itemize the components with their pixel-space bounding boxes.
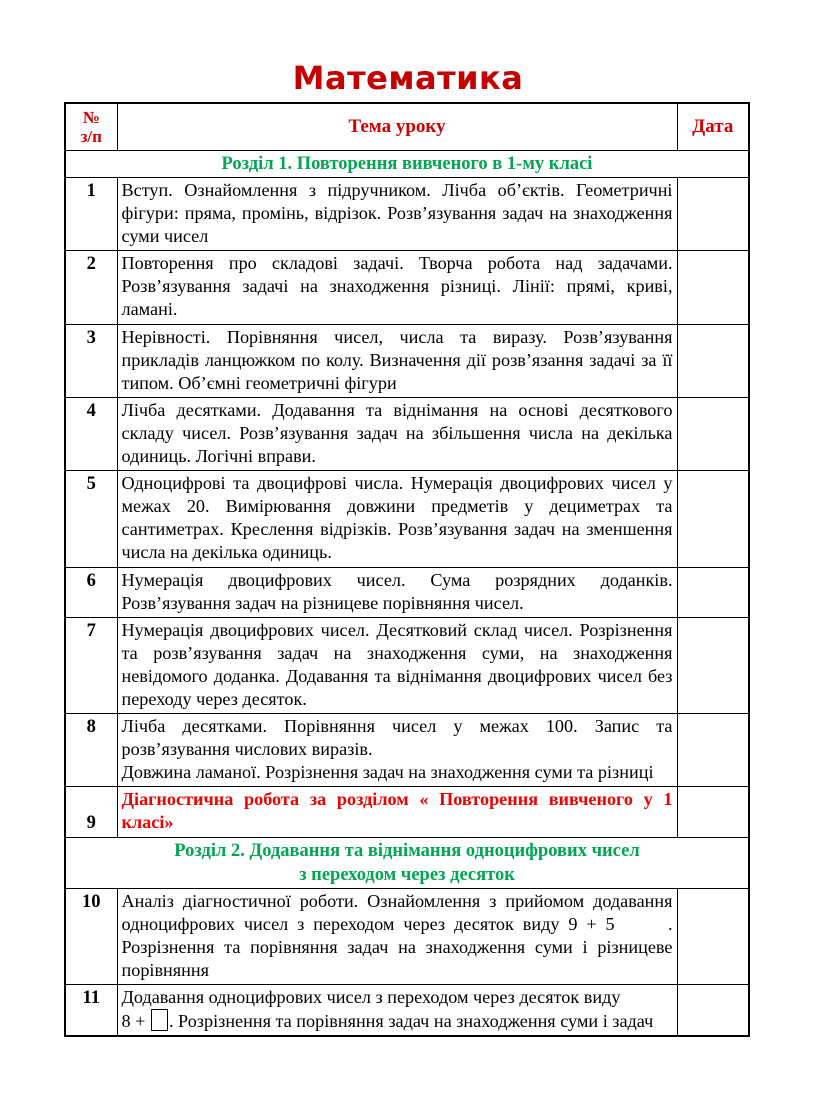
lesson-topic-line: 8 + . Розрізнення та порівняння задач на… <box>122 1009 673 1033</box>
date-cell <box>676 887 750 985</box>
lesson-number: 7 <box>64 616 118 715</box>
section-title: Розділ 1. Повторення вивченого в 1-му кл… <box>64 150 750 178</box>
lesson-topic-paragraph: Довжина ламаної. Розрізнення задач на зн… <box>121 762 654 783</box>
table-row: 4 Лічба десятками. Додавання та відніман… <box>64 396 750 472</box>
table-row: 8 Лічба десятками. Порівняння чисел у ме… <box>64 713 750 788</box>
empty-square-icon <box>150 1009 168 1031</box>
lesson-number: 2 <box>64 250 118 325</box>
table-row: 3 Нерівності. Порівняння чисел, числа та… <box>64 323 750 398</box>
lesson-number: 4 <box>64 396 118 472</box>
header-cell-date: Дата <box>676 102 750 151</box>
lesson-number: 5 <box>64 470 118 568</box>
header-cell-topic: Тема уроку <box>116 102 678 151</box>
header-cell-num: № з/п <box>64 102 118 151</box>
section-title-line2: з переходом через десяток <box>299 864 515 885</box>
table-header-row: № з/п Тема уроку Дата <box>64 102 750 151</box>
date-cell <box>676 470 750 568</box>
date-cell <box>676 983 750 1037</box>
lesson-number: 8 <box>64 713 118 788</box>
section-title: Розділ 2. Додавання та віднімання одноци… <box>64 836 750 889</box>
lesson-topic-paragraph: Лічба десятками. Порівняння чисел у межа… <box>121 716 673 760</box>
date-cell <box>676 566 750 618</box>
table-row: 1 Вступ. Ознайомлення з підручником. Ліч… <box>64 176 750 252</box>
lesson-topic: Вступ. Ознайомлення з підручником. Лічба… <box>116 176 678 252</box>
lesson-topic: Лічба десятками. Порівняння чисел у межа… <box>116 713 678 788</box>
lesson-topic-text: 8 + <box>121 1011 150 1031</box>
page-title: Математика <box>292 59 524 97</box>
lesson-number: 3 <box>64 323 118 398</box>
date-cell <box>676 616 750 715</box>
header-num-line2: з/п <box>80 127 102 146</box>
table-row: 5 Одноцифрові та двоцифрові числа. Нумер… <box>64 470 750 568</box>
date-cell <box>676 713 750 788</box>
lesson-topic: Аналіз діагностичної роботи. Ознайомленн… <box>116 887 678 985</box>
table-row: 7 Нумерація двоцифрових чисел. Десяткови… <box>64 616 750 715</box>
table-row: 6 Нумерація двоцифрових чисел. Сума розр… <box>64 566 750 618</box>
lesson-topic: Нумерація двоцифрових чисел. Сума розряд… <box>116 566 678 618</box>
lesson-plan-table: № з/п Тема уроку Дата Розділ 1. Повторен… <box>64 102 750 1038</box>
lesson-number: 6 <box>64 566 118 618</box>
lesson-topic: Одноцифрові та двоцифрові числа. Нумерац… <box>116 470 678 568</box>
header-num-line1: № <box>82 108 100 127</box>
lesson-number: 9 <box>64 786 118 838</box>
lesson-number: 1 <box>64 176 118 252</box>
table-row: 2 Повторення про складові задачі. Творча… <box>64 250 750 325</box>
lesson-topic: Повторення про складові задачі. Творча р… <box>116 250 678 325</box>
lesson-number: 10 <box>64 887 118 985</box>
date-cell <box>676 250 750 325</box>
table-row-diagnostic: 9 Діагностична робота за розділом « Повт… <box>64 786 750 838</box>
section-row-1: Розділ 1. Повторення вивченого в 1-му кл… <box>64 150 750 178</box>
date-cell <box>676 786 750 838</box>
section-title-line1: Розділ 2. Додавання та віднімання одноци… <box>174 840 640 861</box>
date-cell <box>676 323 750 398</box>
date-cell <box>676 396 750 472</box>
date-cell <box>676 176 750 252</box>
lesson-topic: Лічба десятками. Додавання та віднімання… <box>116 396 678 472</box>
lesson-number: 11 <box>64 983 118 1037</box>
section-row-2: Розділ 2. Додавання та віднімання одноци… <box>64 836 750 889</box>
lesson-topic-text: . Розрізнення та порівняння задач на зна… <box>168 1011 654 1031</box>
lesson-topic: Додавання одноцифрових чисел з переходом… <box>116 983 678 1037</box>
lesson-topic-line: Додавання одноцифрових чисел з переходом… <box>121 986 621 1007</box>
lesson-topic-diagnostic: Діагностична робота за розділом « Повтор… <box>116 786 678 838</box>
table-row: 10 Аналіз діагностичної роботи. Ознайомл… <box>64 887 750 985</box>
lesson-topic: Нумерація двоцифрових чисел. Десятковий … <box>116 616 678 715</box>
table-row: 11 Додавання одноцифрових чисел з перехо… <box>64 983 750 1037</box>
lesson-topic: Нерівності. Порівняння чисел, числа та в… <box>116 323 678 398</box>
